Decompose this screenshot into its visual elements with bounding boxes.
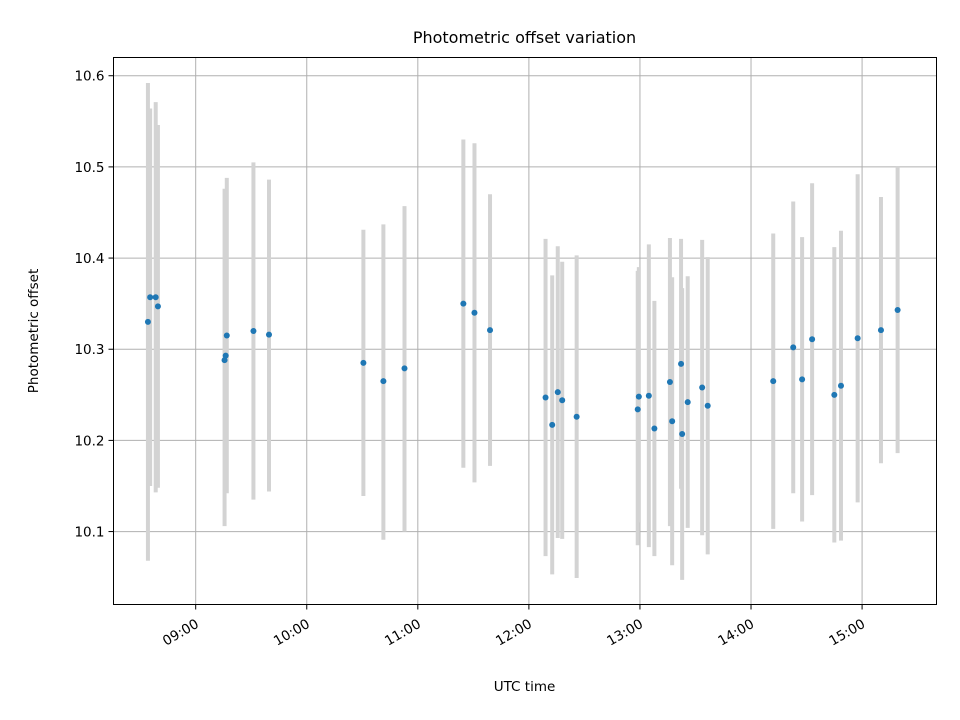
data-point (645, 392, 652, 399)
y-axis-label: Photometric offset (26, 269, 42, 393)
data-point (809, 336, 816, 343)
y-tick-label: 10.5 (74, 160, 104, 176)
data-point (634, 406, 641, 413)
y-axis-ticks: 10.1 10.2 10.3 10.4 10.5 10.6 (74, 69, 114, 541)
data-point (831, 391, 838, 398)
data-point (401, 365, 408, 372)
data-point (154, 303, 161, 310)
data-point (223, 332, 230, 339)
data-point (573, 413, 580, 420)
x-axis-label: UTC time (494, 679, 556, 695)
data-point (699, 384, 706, 391)
data-point (144, 318, 151, 325)
x-tick-label: 14:00 (715, 616, 757, 649)
data-point (894, 307, 901, 314)
y-tick-label: 10.2 (74, 433, 104, 449)
plot-frame (113, 57, 937, 605)
data-point (487, 327, 494, 334)
data-point (222, 352, 229, 359)
data-point (669, 418, 676, 425)
data-point (265, 331, 272, 338)
data-point (684, 399, 691, 406)
x-axis-ticks: 09:00 10:00 11:00 12:00 13:00 14:00 15:00 (160, 604, 868, 649)
y-tick-label: 10.6 (74, 69, 104, 85)
data-point (651, 425, 658, 432)
x-tick-label: 13:00 (604, 616, 646, 649)
data-point (221, 357, 228, 364)
data-point (854, 335, 861, 342)
data-point (471, 309, 478, 316)
data-point (790, 344, 797, 351)
data-point (877, 327, 884, 334)
data-point (460, 300, 467, 307)
data-point (635, 393, 642, 400)
data-point (770, 378, 777, 385)
data-point (542, 394, 549, 401)
data-point (549, 421, 556, 428)
y-tick-label: 10.4 (74, 251, 104, 267)
y-tick-label: 10.3 (74, 342, 104, 358)
data-point (799, 376, 806, 383)
error-bars (145, 83, 900, 580)
data-point (380, 378, 387, 385)
data-point (837, 382, 844, 389)
data-point (147, 294, 154, 301)
data-point (152, 294, 159, 301)
x-tick-label: 09:00 (160, 616, 202, 649)
x-tick-label: 15:00 (826, 616, 868, 649)
data-point (704, 402, 711, 409)
data-point (559, 397, 566, 404)
data-point (679, 431, 686, 438)
data-point (250, 328, 257, 334)
data-point (666, 379, 673, 386)
y-tick-label: 10.1 (74, 525, 104, 541)
x-tick-label: 10:00 (271, 616, 313, 649)
x-tick-label: 11:00 (382, 616, 424, 649)
data-point (360, 359, 367, 366)
x-tick-label: 12:00 (493, 616, 535, 649)
data-point (554, 389, 561, 396)
data-points (144, 294, 901, 438)
data-point (678, 360, 685, 367)
chart-title: Photometric offset variation (413, 28, 636, 47)
